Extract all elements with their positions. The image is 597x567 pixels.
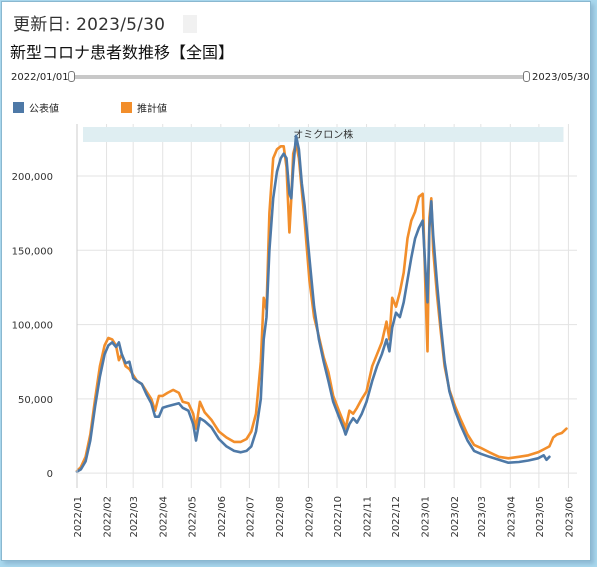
legend-item-estimated[interactable]: 推計値 [121,100,167,115]
omicron-band: オミクロン株 [83,127,564,142]
omicron-band-label: オミクロン株 [293,128,353,141]
y-tick-label: 100,000 [12,321,53,332]
chart-panel: 更新日: 2023/5/30 新型コロナ患者数推移【全国】 2022/01/01… [1,1,591,561]
chart-axes: 2022/01 2022/02 2022/03 2022/04 2022/05 2022/… [12,124,575,538]
chart-series [75,134,568,473]
x-tick-label: 2023/06 [564,496,575,538]
x-tick-label: 2023/02 [450,496,461,538]
legend-swatch-estimated [121,102,132,113]
x-tick-label: 2022/10 [333,496,344,538]
legend-swatch-official [13,102,24,113]
x-tick-label: 2022/11 [363,496,374,538]
range-slider-start-handle[interactable] [68,71,75,82]
legend-label-official: 公表値 [29,104,59,115]
x-tick-label: 2022/12 [391,496,402,538]
y-tick-label: 50,000 [18,395,53,406]
range-start-label: 2022/01/01 [11,72,69,83]
legend-item-official[interactable]: 公表値 [13,100,59,115]
x-tick-label: 2022/01 [73,496,84,538]
range-slider-track[interactable] [72,75,526,79]
range-slider-end-handle[interactable] [523,71,530,82]
x-tick-label: 2022/09 [304,496,315,538]
x-tick-label: 2022/02 [103,496,114,538]
series-line-estimated [75,142,568,473]
page-title: 新型コロナ患者数推移【全国】 [10,43,235,62]
x-tick-label: 2022/07 [245,496,256,538]
x-tick-label: 2022/06 [217,496,228,538]
x-tick-label: 2023/01 [421,496,432,538]
y-tick-label: 200,000 [12,172,53,183]
x-tick-label: 2022/04 [159,496,170,538]
updated-date: 更新日: 2023/5/30 [13,10,198,35]
y-tick-label: 0 [47,469,53,480]
x-tick-label: 2023/03 [477,496,488,538]
range-end-label: 2023/05/30 [532,72,590,83]
omicron-band-rect [83,127,564,142]
x-tick-label: 2023/04 [506,496,517,538]
blank-box [183,15,198,33]
x-tick-label: 2022/05 [187,496,198,538]
chart-grid [76,124,577,488]
y-tick-label: 150,000 [12,246,53,257]
series-line-official [75,134,551,473]
x-tick-label: 2022/08 [275,496,286,538]
legend-label-estimated: 推計値 [137,104,167,115]
x-tick-label: 2023/05 [535,496,546,538]
x-tick-label: 2022/03 [129,496,140,538]
